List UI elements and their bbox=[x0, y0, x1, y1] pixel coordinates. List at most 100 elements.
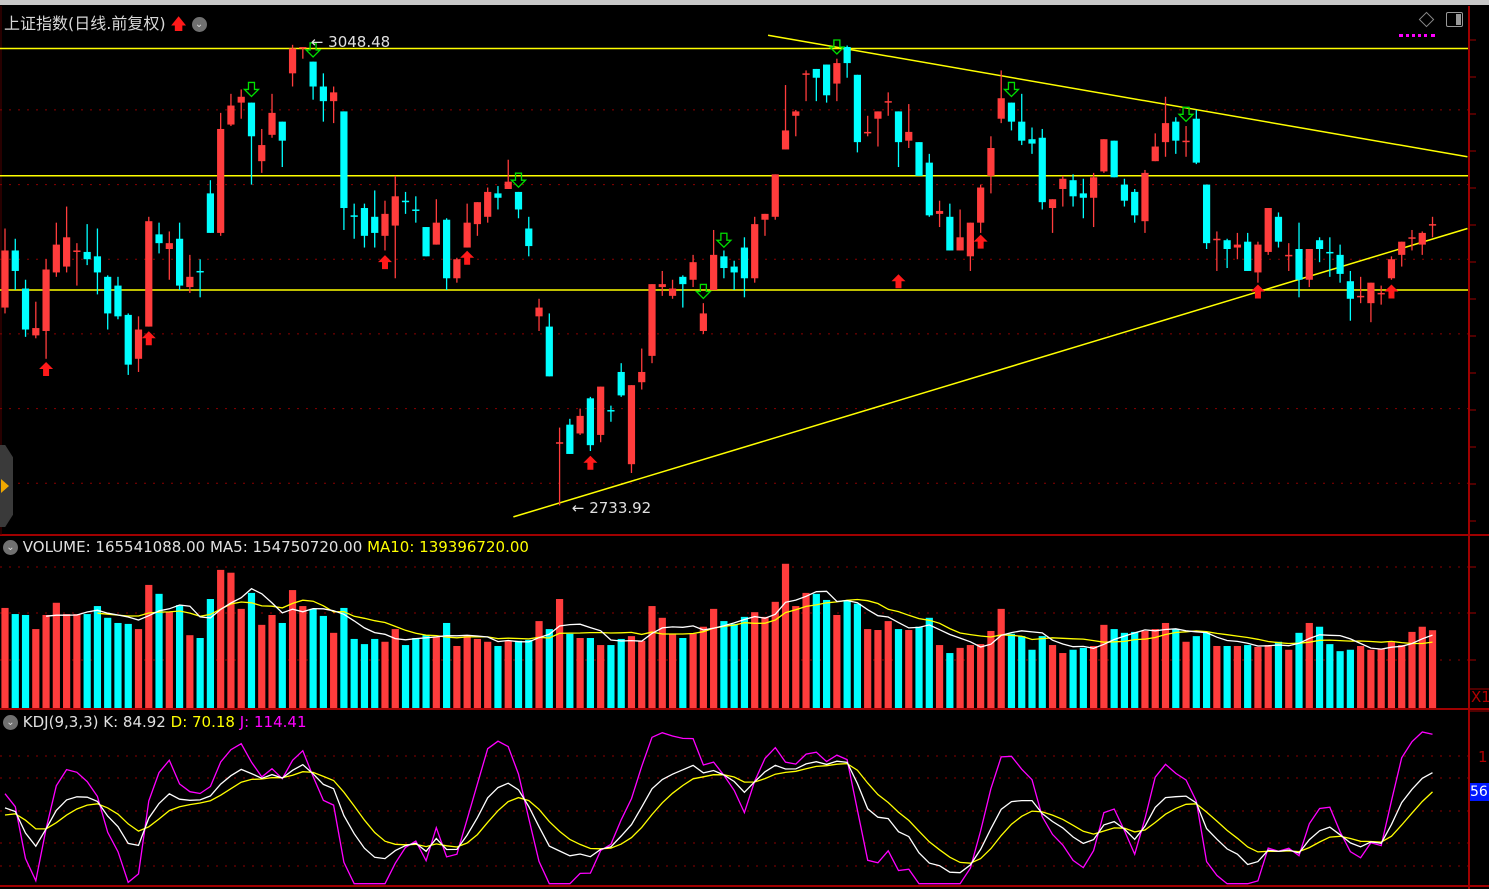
kdj-j-line bbox=[4, 731, 1433, 885]
candle-body bbox=[1007, 102, 1016, 122]
volume-bar bbox=[1161, 622, 1170, 708]
volume-bar bbox=[525, 639, 533, 708]
volume-bar bbox=[1367, 649, 1375, 708]
volume-bar bbox=[443, 622, 451, 708]
candle-body bbox=[597, 386, 605, 435]
volume-bar bbox=[597, 645, 605, 708]
chevron-down-circle-icon[interactable]: ⌄ bbox=[191, 17, 207, 32]
volume-bar bbox=[21, 614, 30, 708]
candle-body bbox=[586, 398, 594, 446]
buy-signal-arrow-icon bbox=[973, 234, 988, 249]
volume-bar bbox=[299, 606, 307, 708]
volume-bar bbox=[1264, 645, 1272, 708]
volume-bar bbox=[966, 645, 974, 708]
volume-bar bbox=[946, 653, 954, 708]
kdj-j: J: 114.41 bbox=[239, 713, 307, 731]
volume-bar bbox=[555, 599, 564, 708]
chevron-down-circle-icon[interactable]: ⌄ bbox=[3, 540, 18, 555]
kdj-d-line bbox=[4, 762, 1433, 864]
volume-bar bbox=[607, 645, 615, 708]
candle-body bbox=[720, 256, 728, 269]
volume-ma5: MA5: 154750720.00 bbox=[209, 538, 363, 556]
candle-body bbox=[1233, 244, 1241, 248]
volume-bar bbox=[576, 638, 584, 708]
volume-bar bbox=[679, 638, 687, 708]
volume-bar bbox=[175, 605, 184, 708]
candle-body bbox=[1182, 140, 1190, 143]
volume-bar bbox=[915, 626, 923, 708]
buy-signal-arrow-icon bbox=[1250, 284, 1265, 299]
candle-body bbox=[699, 313, 707, 331]
candle-body bbox=[576, 415, 584, 434]
candle-body bbox=[494, 193, 502, 198]
candle-body bbox=[63, 237, 71, 267]
candle-body bbox=[340, 111, 348, 209]
candle-body bbox=[432, 222, 440, 245]
candle-body bbox=[1100, 139, 1108, 172]
candle-body bbox=[710, 254, 718, 290]
volume-bar bbox=[658, 617, 666, 708]
volume-bar bbox=[1038, 636, 1046, 708]
candle-body bbox=[381, 213, 389, 236]
candle-body bbox=[1326, 251, 1334, 254]
candle-body bbox=[401, 200, 410, 203]
volume-bar bbox=[32, 629, 40, 708]
candle-body bbox=[412, 209, 420, 211]
volume-bar bbox=[206, 599, 214, 708]
candle-body bbox=[1398, 241, 1406, 255]
candle-body bbox=[658, 284, 666, 288]
volume-bar bbox=[1244, 645, 1252, 708]
candle-body bbox=[73, 250, 81, 252]
volume-bar bbox=[63, 614, 71, 708]
candle-body bbox=[1059, 178, 1067, 189]
candle-body bbox=[689, 262, 697, 280]
volume-bar bbox=[1233, 645, 1241, 708]
candle-body bbox=[504, 181, 512, 189]
volume-bar bbox=[535, 621, 543, 708]
candle-body bbox=[1048, 199, 1057, 209]
volume-bar bbox=[165, 612, 173, 708]
candle-body bbox=[186, 276, 194, 288]
panel-toggle-icon[interactable] bbox=[1446, 12, 1463, 27]
candle-body bbox=[1038, 137, 1046, 203]
volume-bar bbox=[1007, 633, 1016, 708]
expand-panel-tab[interactable] bbox=[0, 445, 13, 527]
volume-bar bbox=[1428, 630, 1437, 708]
candle-body bbox=[237, 96, 245, 103]
volume-bar bbox=[1090, 645, 1098, 708]
candle-body bbox=[227, 105, 235, 125]
volume-ma10-line bbox=[97, 598, 1433, 645]
low-annotation: ← 2733.92 bbox=[571, 499, 652, 518]
volume-bar bbox=[360, 644, 369, 708]
candle-body bbox=[977, 187, 985, 223]
kdj-k-line bbox=[4, 760, 1433, 874]
candle-body bbox=[1161, 123, 1170, 143]
volume-bar bbox=[1100, 624, 1108, 708]
volume-bar bbox=[1151, 629, 1159, 708]
volume-bar bbox=[1202, 632, 1211, 708]
volume-bar bbox=[1, 607, 9, 708]
candle-body bbox=[21, 288, 30, 330]
volume-bar bbox=[1182, 641, 1190, 708]
candle-body bbox=[915, 142, 923, 176]
sell-signal-arrow-icon bbox=[1002, 81, 1021, 98]
volume-bar bbox=[1326, 644, 1334, 708]
volume-bar bbox=[864, 629, 872, 708]
volume-bar bbox=[925, 617, 933, 708]
candle-body bbox=[740, 247, 749, 279]
volume-bar bbox=[997, 608, 1005, 708]
volume-bar bbox=[1018, 636, 1026, 708]
volume-bar bbox=[1254, 646, 1262, 708]
volume-bar bbox=[93, 606, 102, 708]
buy-signal-arrow-icon bbox=[377, 255, 392, 270]
candle-body bbox=[607, 410, 615, 412]
volume-ma5-line bbox=[46, 587, 1433, 650]
kdj-label: KDJ(9,3,3) bbox=[22, 713, 99, 731]
chevron-down-circle-icon[interactable]: ⌄ bbox=[3, 715, 18, 730]
volume-bar bbox=[586, 638, 594, 708]
volume-bar bbox=[1357, 645, 1365, 708]
candle-body bbox=[823, 64, 831, 96]
candle-body bbox=[32, 328, 40, 336]
candle-body bbox=[1079, 193, 1087, 198]
